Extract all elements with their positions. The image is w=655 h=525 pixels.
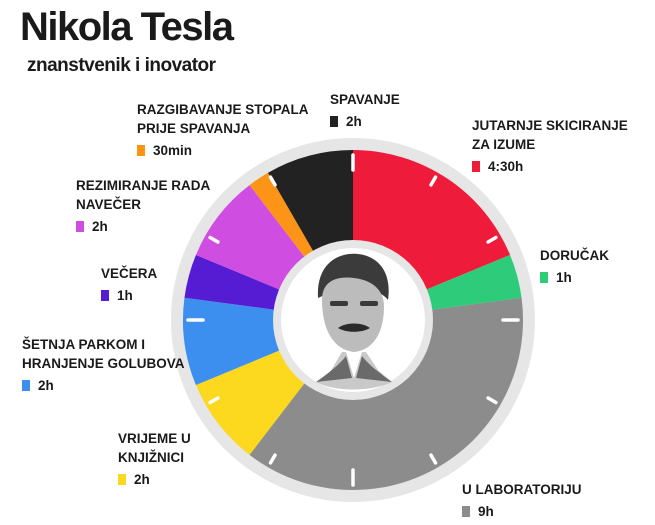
clock-tick [486, 396, 498, 405]
label-rezimiranje-rada-navecer: REZIMIRANJE RADA NAVEČER 2h [76, 176, 210, 236]
label-razgibavanje-stopala-prije-spavanja: RAZGIBAVANJE STOPALA PRIJE SPAVANJA 30min [137, 100, 309, 160]
label-text: REZIMIRANJE RADA [76, 178, 211, 193]
color-swatch [137, 145, 145, 156]
label-text: KNJIŽNICI [118, 450, 185, 465]
clock-tick [429, 175, 438, 187]
clock-tick [268, 175, 277, 187]
label-value: 2h [118, 470, 191, 489]
label-dorucak: DORUČAK 1h [540, 246, 609, 287]
label-value: 9h [462, 502, 582, 521]
label-vecera: VEČERA 1h [101, 264, 157, 305]
chart-subtitle: znanstvenik i inovator [27, 55, 216, 76]
label-jutarnje-skiciranje-za-izume: JUTARNJE SKICIRANJE ZA IZUME 4:30h [472, 116, 628, 176]
label-text: PRIJE SPAVANJA [137, 121, 251, 136]
label-text: NAVEČER [76, 197, 142, 212]
label-value: 30min [137, 141, 309, 160]
label-value: 2h [76, 217, 210, 236]
slice-u-laboratoriju [249, 297, 524, 491]
label-spavanje: SPAVANJE 2h [330, 90, 400, 131]
label-text: ZA IZUME [472, 137, 536, 152]
label-text: DORUČAK [540, 248, 609, 263]
color-swatch [101, 290, 109, 301]
color-swatch [540, 272, 548, 283]
label-value: 4:30h [472, 157, 628, 176]
color-swatch [462, 506, 470, 517]
portrait [316, 253, 392, 390]
label-vrijeme-u-knjiznici: VRIJEME U KNJIŽNICI 2h [118, 429, 191, 489]
label-text: ŠETNJA PARKOM I [22, 337, 146, 352]
label-text: VRIJEME U [118, 431, 191, 446]
label-value: 2h [330, 112, 400, 131]
clock-tick [268, 453, 277, 465]
color-swatch [22, 380, 30, 391]
label-setnja-parkom-i-hranjenje-golubova: ŠETNJA PARKOM I HRANJENJE GOLUBOVA 2h [22, 335, 185, 395]
label-text: RAZGIBAVANJE STOPALA [137, 102, 309, 117]
clock-ticks [186, 153, 520, 487]
label-text: VEČERA [101, 266, 158, 281]
label-text: SPAVANJE [330, 92, 400, 107]
color-swatch [76, 221, 84, 232]
color-swatch [118, 474, 126, 485]
label-value: 1h [101, 286, 157, 305]
color-swatch [472, 161, 480, 172]
clock-tick [208, 396, 220, 405]
chart-title: Nikola Tesla [20, 5, 234, 49]
clock-tick [429, 453, 438, 465]
color-swatch [330, 116, 338, 127]
clock-tick [208, 235, 220, 244]
clock-tick [486, 235, 498, 244]
label-text: U LABORATORIJU [462, 482, 582, 497]
label-text: JUTARNJE SKICIRANJE [472, 118, 628, 133]
label-u-laboratoriju: U LABORATORIJU 9h [462, 480, 582, 521]
label-value: 2h [22, 376, 185, 395]
label-value: 1h [540, 268, 609, 287]
label-text: HRANJENJE GOLUBOVA [22, 356, 185, 371]
